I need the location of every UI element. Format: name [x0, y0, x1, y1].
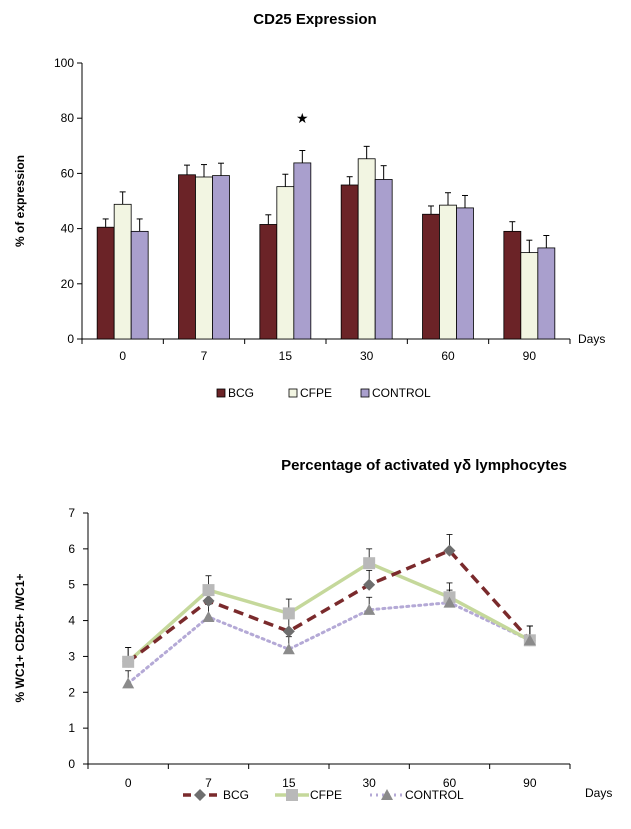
chart2-point-bcg — [363, 578, 376, 591]
chart2-point-bcg — [202, 594, 215, 607]
chart2-legend-label: CFPE — [310, 788, 342, 802]
chart2-legend-marker-bcg — [194, 789, 206, 801]
chart1-title: CD25 Expression — [253, 11, 376, 28]
chart1-y-tick-label: 80 — [61, 111, 75, 125]
chart1-bar-bcg — [340, 184, 359, 340]
chart2-y-tick-label: 4 — [68, 614, 75, 628]
chart1-bar-control — [212, 175, 230, 340]
chart1-x-tick-label: 15 — [279, 349, 293, 363]
chart2-x-tick-label: 90 — [523, 776, 537, 790]
chart2-y-tick-label: 7 — [68, 506, 75, 520]
chart2-x-tick-label: 60 — [443, 776, 457, 790]
chart2-x-tick-label: 30 — [362, 776, 376, 790]
chart1-y-tick-label: 100 — [54, 56, 74, 70]
chart1-bar-bcg — [259, 224, 278, 340]
chart1-significance-star: ★ — [296, 110, 309, 126]
chart2-x-tick-label: 15 — [282, 776, 296, 790]
chart2-point-bcg — [282, 625, 295, 638]
chart2-y-axis-label: % WC1+ CD25+ /WC1+ — [13, 573, 27, 702]
chart1-legend-label: BCG — [228, 386, 254, 400]
chart1-y-tick-label: 0 — [67, 332, 74, 346]
chart2-point-control — [523, 634, 536, 646]
line-chart-activated-lymphocytes: Percentage of activated γδ lymphocytes %… — [13, 457, 612, 802]
chart2-y-tick-label: 1 — [68, 721, 75, 735]
chart1-y-tick-label: 60 — [61, 166, 75, 180]
chart1-bar-control — [293, 162, 312, 340]
chart1-bar-cfpe — [113, 203, 132, 340]
chart1-y-axis-label: % of expression — [13, 155, 27, 247]
chart2-y-tick-label: 2 — [68, 685, 75, 699]
chart2-point-cfpe — [202, 584, 215, 597]
chart1-x-tick-label: 0 — [119, 349, 126, 363]
chart2-line-bcg — [127, 548, 532, 664]
chart1-bar-control — [374, 179, 393, 340]
chart1-bar-control — [456, 207, 474, 340]
chart1-bar-cfpe — [439, 204, 457, 340]
chart1-legend-swatch-cfpe — [288, 388, 298, 398]
chart1-bar-cfpe — [195, 176, 213, 340]
chart1-x-tick-label: 60 — [441, 349, 455, 363]
chart1-x-axis-label: Days — [578, 332, 605, 346]
chart1-legend-swatch-control — [360, 388, 370, 398]
chart1-legend-label: CFPE — [300, 386, 332, 400]
chart1-bar-control — [537, 247, 556, 340]
chart1-bar-cfpe — [357, 158, 376, 340]
chart2-legend-marker-control — [381, 789, 393, 800]
chart2-point-control — [282, 643, 295, 655]
chart1-bar-bcg — [96, 226, 115, 340]
chart2-legend-label: CONTROL — [405, 788, 464, 802]
chart2-line-control — [126, 601, 532, 685]
chart2-point-control — [122, 677, 135, 689]
chart2-x-axis-label: Days — [585, 786, 612, 800]
chart1-bar-cfpe — [520, 252, 539, 340]
chart2-line-cfpe — [127, 561, 531, 664]
chart1-bar-bcg — [503, 230, 522, 340]
chart2-legend-label: BCG — [223, 788, 249, 802]
chart1-y-tick-label: 40 — [61, 222, 75, 236]
chart2-y-tick-label: 0 — [68, 757, 75, 771]
chart1-bar-control — [130, 230, 149, 340]
chart2-point-cfpe — [282, 607, 295, 620]
chart1-bar-bcg — [422, 213, 440, 340]
chart1-legend-label: CONTROL — [372, 386, 431, 400]
chart2-y-tick-label: 6 — [68, 542, 75, 556]
chart2-point-cfpe — [363, 557, 376, 570]
chart1-bar-cfpe — [276, 186, 295, 340]
chart1-y-tick-label: 20 — [61, 277, 75, 291]
chart1-legend-swatch-bcg — [216, 388, 226, 398]
bar-chart-cd25: CD25 Expression % of expression Days 0 20… — [13, 11, 605, 400]
chart2-title: Percentage of activated γδ lymphocytes — [281, 457, 567, 474]
chart1-x-tick-label: 7 — [201, 349, 208, 363]
chart2-point-control — [443, 596, 456, 608]
chart2-x-tick-label: 0 — [125, 776, 132, 790]
chart1-x-tick-label: 90 — [523, 349, 537, 363]
chart1-x-tick-label: 30 — [360, 349, 374, 363]
chart2-point-bcg — [443, 544, 456, 557]
chart2-point-control — [363, 603, 376, 615]
chart2-point-control — [202, 610, 215, 622]
chart2-y-tick-label: 3 — [68, 649, 75, 663]
chart2-x-tick-label: 7 — [205, 776, 212, 790]
chart2-legend-marker-cfpe — [286, 789, 298, 801]
chart1-bar-bcg — [178, 174, 196, 340]
chart2-y-tick-label: 5 — [68, 578, 75, 592]
chart2-point-cfpe — [122, 655, 135, 668]
